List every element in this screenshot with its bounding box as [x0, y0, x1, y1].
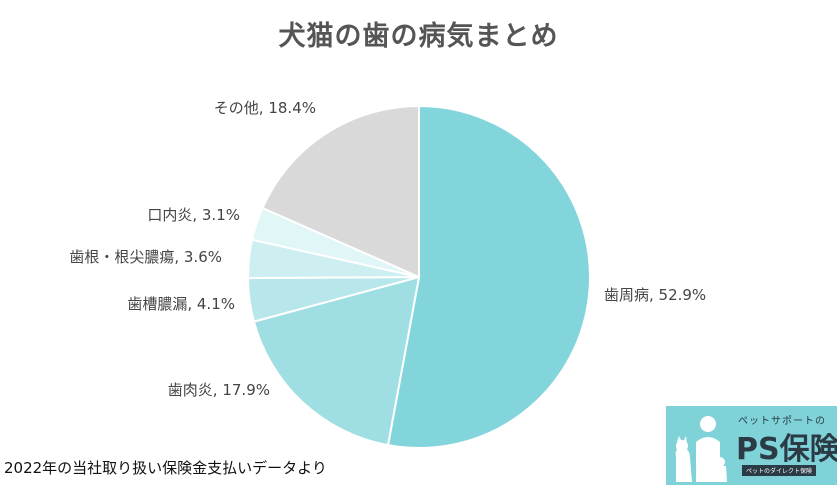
data-source-note: 2022年の当社取り扱い保険金支払いデータより — [4, 459, 327, 477]
slice-label-1: 歯周病, 52.9% — [604, 286, 706, 304]
slice-label-3: 歯槽膿漏, 4.1% — [127, 295, 235, 313]
logo-subtitle: ペットのダイレクト保険 — [742, 465, 817, 476]
pet-silhouette-icon — [675, 416, 727, 482]
slice-label-6: その他, 18.4% — [214, 99, 316, 117]
pie-slice-1 — [386, 104, 591, 449]
logo-brand-name: PS保険 — [736, 432, 837, 467]
ps-insurance-logo: ペットサポートの PS保険 ペットのダイレクト保険 — [666, 406, 837, 485]
slice-label-4: 歯根・根尖膿瘍, 3.6% — [69, 248, 222, 266]
pie-slice-6 — [261, 104, 420, 279]
slice-label-5: 口内炎, 3.1% — [147, 206, 240, 224]
slice-label-2: 歯肉炎, 17.9% — [168, 381, 270, 399]
pie-slice-2 — [252, 275, 421, 447]
chart-title: 犬猫の歯の病気まとめ — [278, 21, 559, 52]
logo-tagline: ペットサポートの — [738, 416, 826, 427]
